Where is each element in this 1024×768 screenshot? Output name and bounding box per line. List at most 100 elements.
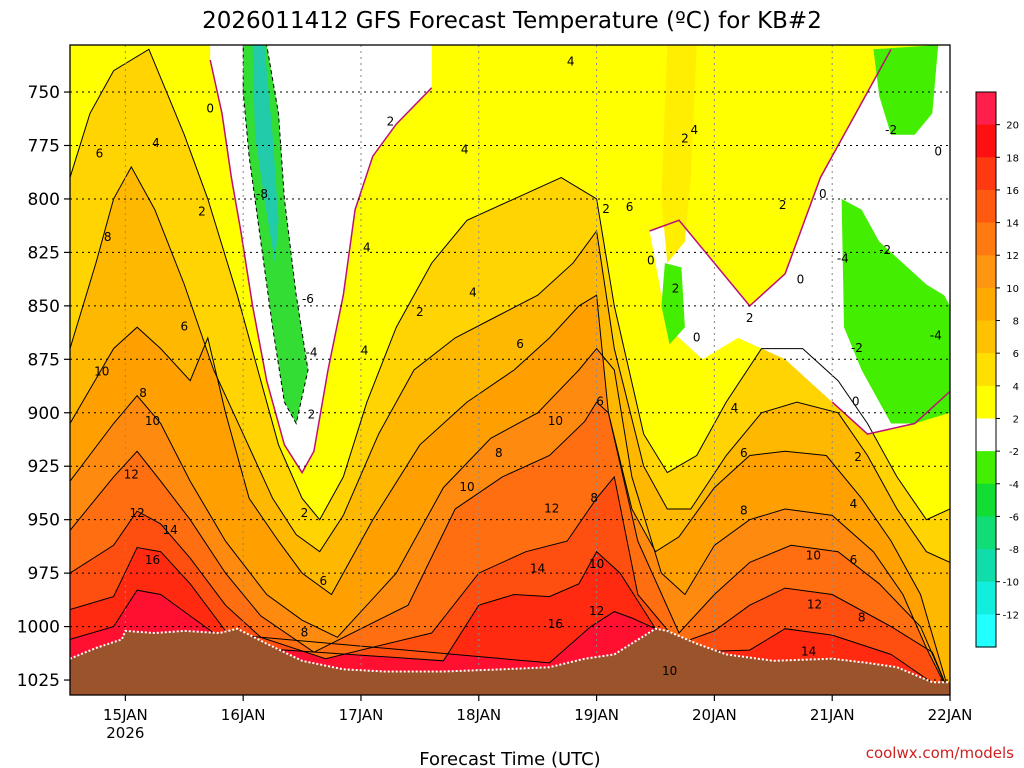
colorbar-swatch — [976, 255, 996, 289]
colorbar-label: -12 — [1003, 610, 1019, 621]
colorbar-swatch — [976, 287, 996, 322]
contour-label: 8 — [590, 491, 598, 505]
contour-label: 2 — [779, 198, 787, 212]
isotherm-lines — [70, 45, 950, 695]
chart-title: 2026011412 GFS Forecast Temperature (ºC)… — [202, 8, 822, 34]
contour-label: 2 — [602, 202, 610, 216]
contour-label: 0 — [647, 253, 655, 267]
contour-label: 10 — [662, 664, 677, 678]
contour-label: 10 — [459, 480, 474, 494]
contour-label: 4 — [469, 286, 477, 300]
colorbar-swatch — [976, 451, 996, 485]
colorbar-swatch — [976, 124, 996, 158]
cold-zone-east — [841, 198, 950, 424]
x-axis: 15JAN 16JAN 17JAN 18JAN 19JAN 20JAN 21JAN 22JAN… — [103, 695, 972, 742]
colorbar-swatch — [976, 581, 996, 615]
contour-label: 12 — [589, 604, 604, 618]
colorbar-swatch — [976, 549, 996, 583]
contour-label: 2 — [416, 305, 424, 319]
contour-label: 10 — [94, 365, 109, 379]
isotherm-line-8C — [70, 347, 950, 695]
colorbar-swatch — [976, 189, 996, 224]
warm-tongue-north — [661, 45, 697, 264]
contour-label: 0 — [206, 102, 214, 116]
contour-label: 10 — [589, 557, 604, 571]
x-tick-label: 16JAN — [221, 706, 266, 724]
x-tick-label: 20JAN — [692, 706, 737, 724]
contour-label: 2 — [681, 132, 689, 146]
contour-label: 0 — [934, 144, 942, 158]
contour-label: 4 — [361, 343, 369, 357]
contour-label: 8 — [104, 230, 112, 244]
colorbar-label: 18 — [1006, 153, 1019, 164]
contour-label: 16 — [145, 553, 160, 567]
y-axis: 750 775 800 825 850 875 900 925 950 975 1000 1025 — [17, 83, 70, 691]
colorbar-label: -6 — [1009, 512, 1019, 523]
colorbar-label: 16 — [1006, 186, 1019, 197]
colorbar-label: -4 — [1009, 480, 1019, 491]
contour-label: 4 — [731, 401, 739, 415]
contour-label: 14 — [801, 645, 816, 659]
terrain-fill — [70, 628, 950, 695]
y-tick-label: 825 — [28, 243, 60, 263]
isotherm-line-2C — [70, 48, 950, 521]
contour-label: 4 — [363, 241, 371, 255]
y-tick-label: 900 — [28, 404, 60, 424]
y-tick-label: 850 — [28, 297, 60, 317]
contour-label: 14 — [530, 561, 545, 575]
colorbar-swatch — [976, 516, 996, 550]
colorbar-swatch — [976, 222, 996, 256]
colorbar-swatch — [976, 418, 996, 452]
cold-zone-northeast — [873, 45, 939, 135]
colorbar-label: 20 — [1006, 121, 1019, 132]
y-tick-label: 1000 — [17, 618, 60, 638]
contour-label: 6 — [180, 320, 188, 334]
credit-link[interactable]: coolwx.com/models — [866, 744, 1014, 762]
contour-label: 0 — [852, 395, 860, 409]
contour-label: 2 — [746, 311, 754, 325]
x-tick-label: 18JAN — [456, 706, 501, 724]
colorbar-swatch — [976, 157, 996, 191]
contour-label: 6 — [850, 553, 858, 567]
contour-label: 6 — [596, 395, 604, 409]
y-tick-label: 875 — [28, 350, 60, 370]
y-tick-label: 1025 — [17, 671, 60, 691]
x-tick-label: 21JAN — [810, 706, 855, 724]
contour-label: 6 — [516, 337, 524, 351]
contour-label: 10 — [806, 549, 821, 563]
colorbar-label: 2 — [1013, 414, 1019, 425]
colorbar-label: 10 — [1006, 284, 1019, 295]
colorbar-swatch — [976, 483, 996, 518]
colorbar-label: -8 — [1009, 545, 1019, 556]
plot-frame — [69, 44, 951, 696]
isotherm-line-4C — [70, 165, 950, 563]
isotherm-line-10C — [70, 401, 950, 695]
contour-label: 6 — [96, 147, 104, 161]
contour-label: -4 — [306, 345, 318, 359]
contour-label: 6 — [740, 446, 748, 460]
colorbar-frame — [975, 91, 997, 648]
contour-label: 12 — [130, 506, 145, 520]
contour-label: 8 — [858, 611, 866, 625]
contour-label: 4 — [691, 123, 699, 137]
contour-label: 8 — [740, 504, 748, 518]
colorbar-label: -2 — [1009, 447, 1019, 458]
contour-label: 4 — [567, 55, 575, 69]
contour-label: 12 — [544, 501, 559, 515]
colorbar-swatch — [976, 614, 996, 648]
x-tick-label: 17JAN — [339, 706, 384, 724]
y-tick-label: 950 — [28, 511, 60, 531]
colorbar-label: 12 — [1006, 251, 1019, 262]
x-tick-year: 2026 — [106, 724, 144, 742]
colorbar-label: 14 — [1006, 219, 1019, 230]
cold-pocket-core — [252, 45, 279, 264]
contour-label: 4 — [850, 497, 858, 511]
colorbar-label: 6 — [1013, 349, 1019, 360]
contour-label: -2 — [879, 243, 891, 257]
contour-label: 10 — [548, 414, 563, 428]
contour-label: 2 — [198, 204, 206, 218]
zero-isotherm-line-east-lower — [831, 390, 950, 435]
y-tick-label: 800 — [28, 190, 60, 210]
